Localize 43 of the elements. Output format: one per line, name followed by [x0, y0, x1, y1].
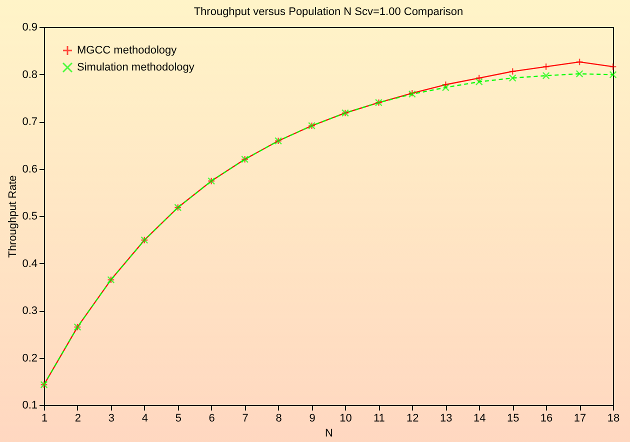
point [442, 84, 450, 92]
y-tick-label: 0.9 [22, 22, 38, 34]
chart-title: Throughput versus Population N Scv=1.00 Comparison [194, 6, 464, 18]
y-tick-label: 0.1 [22, 400, 38, 412]
x-tick-label: 13 [440, 412, 452, 424]
y-tick-label: 0.7 [22, 116, 38, 128]
point [475, 78, 483, 86]
y-tick-label: 0.2 [22, 352, 38, 364]
point [609, 70, 617, 78]
x-tick-label: 1 [41, 412, 48, 424]
point [508, 68, 516, 76]
x-tick-label: 2 [74, 412, 82, 424]
x-tick-label: 11 [373, 412, 385, 424]
x-tick-label: 4 [142, 412, 148, 424]
x-tick-label: 10 [340, 412, 352, 424]
x-tick-label: 15 [506, 412, 520, 424]
y-tick-label: 0.5 [22, 210, 38, 222]
legend-label: MGCC methodology [77, 44, 178, 56]
y-tick-label: 0.3 [22, 305, 38, 317]
x-tick-label: 7 [242, 412, 248, 424]
x-tick-label: 8 [276, 412, 282, 424]
x-tick-label: 16 [540, 412, 553, 424]
y-axis-title: Throughput Rate [7, 175, 20, 258]
x-axis-title: N [325, 428, 334, 440]
x-tick-label: 12 [406, 412, 419, 424]
legend-label: Simulation methodology [77, 62, 195, 74]
y-tick-label: 0.6 [22, 163, 38, 176]
point [576, 58, 584, 66]
y-tick-label: 0.4 [22, 258, 38, 270]
point [542, 72, 550, 80]
point [576, 70, 584, 78]
point [475, 74, 483, 82]
point [442, 80, 450, 88]
point [542, 62, 550, 70]
x-tick-label: 17 [574, 412, 586, 424]
x-tick-label: 18 [607, 412, 620, 424]
x-tick-label: 9 [309, 412, 316, 424]
x-tick-label: 14 [473, 412, 486, 424]
x-tick-label: 3 [108, 412, 115, 424]
x-tick-label: 5 [175, 412, 182, 424]
y-tick-label: 0.8 [22, 68, 38, 81]
x-tick-label: 6 [208, 412, 215, 424]
point [508, 74, 516, 82]
